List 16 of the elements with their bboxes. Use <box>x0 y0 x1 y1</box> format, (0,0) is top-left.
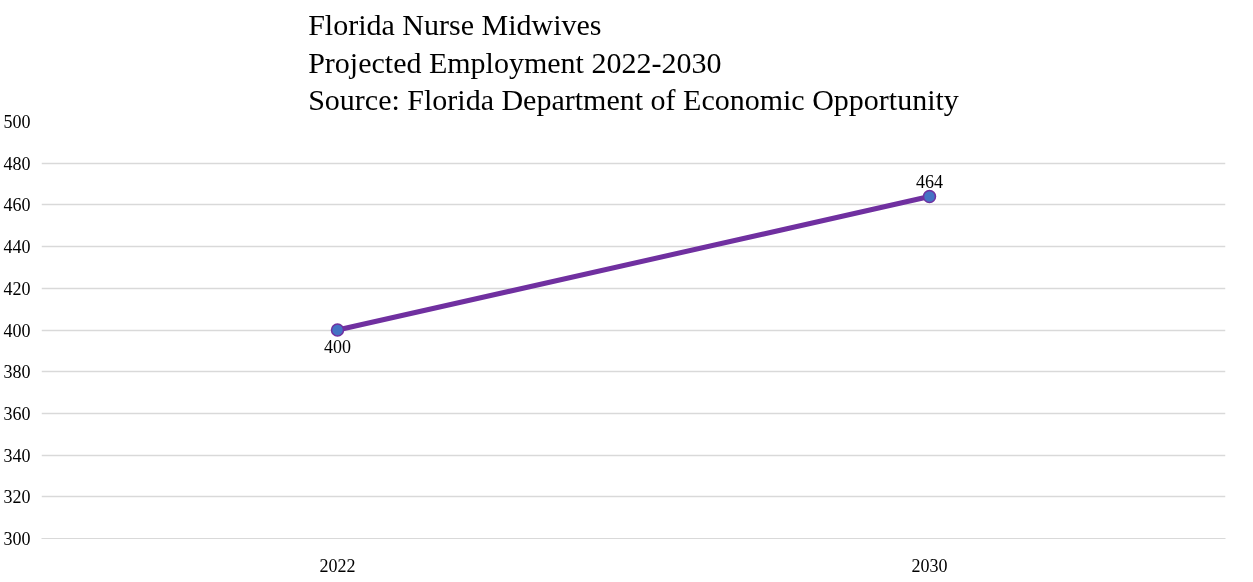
y-tick-label: 340 <box>3 445 31 466</box>
y-tick-label: 420 <box>3 278 31 299</box>
data-label: 400 <box>324 337 351 357</box>
y-tick-label: 500 <box>3 112 31 132</box>
y-tick-label: 380 <box>3 362 31 383</box>
y-tick-label: 300 <box>3 529 31 549</box>
y-tick-label: 360 <box>3 403 31 424</box>
x-tick-label: 2030 <box>911 555 948 576</box>
y-tick-label: 480 <box>3 153 31 174</box>
chart-title: Florida Nurse Midwives Projected Employment 2022-2030 Source: Florida Department of Economic Opportunity <box>308 7 959 117</box>
y-tick-label: 400 <box>3 320 31 341</box>
y-tick-label: 320 <box>3 487 31 508</box>
y-tick-label: 440 <box>3 237 31 258</box>
data-label: 464 <box>916 171 943 192</box>
y-tick-label: 460 <box>3 195 31 216</box>
x-tick-label: 2022 <box>319 555 356 576</box>
